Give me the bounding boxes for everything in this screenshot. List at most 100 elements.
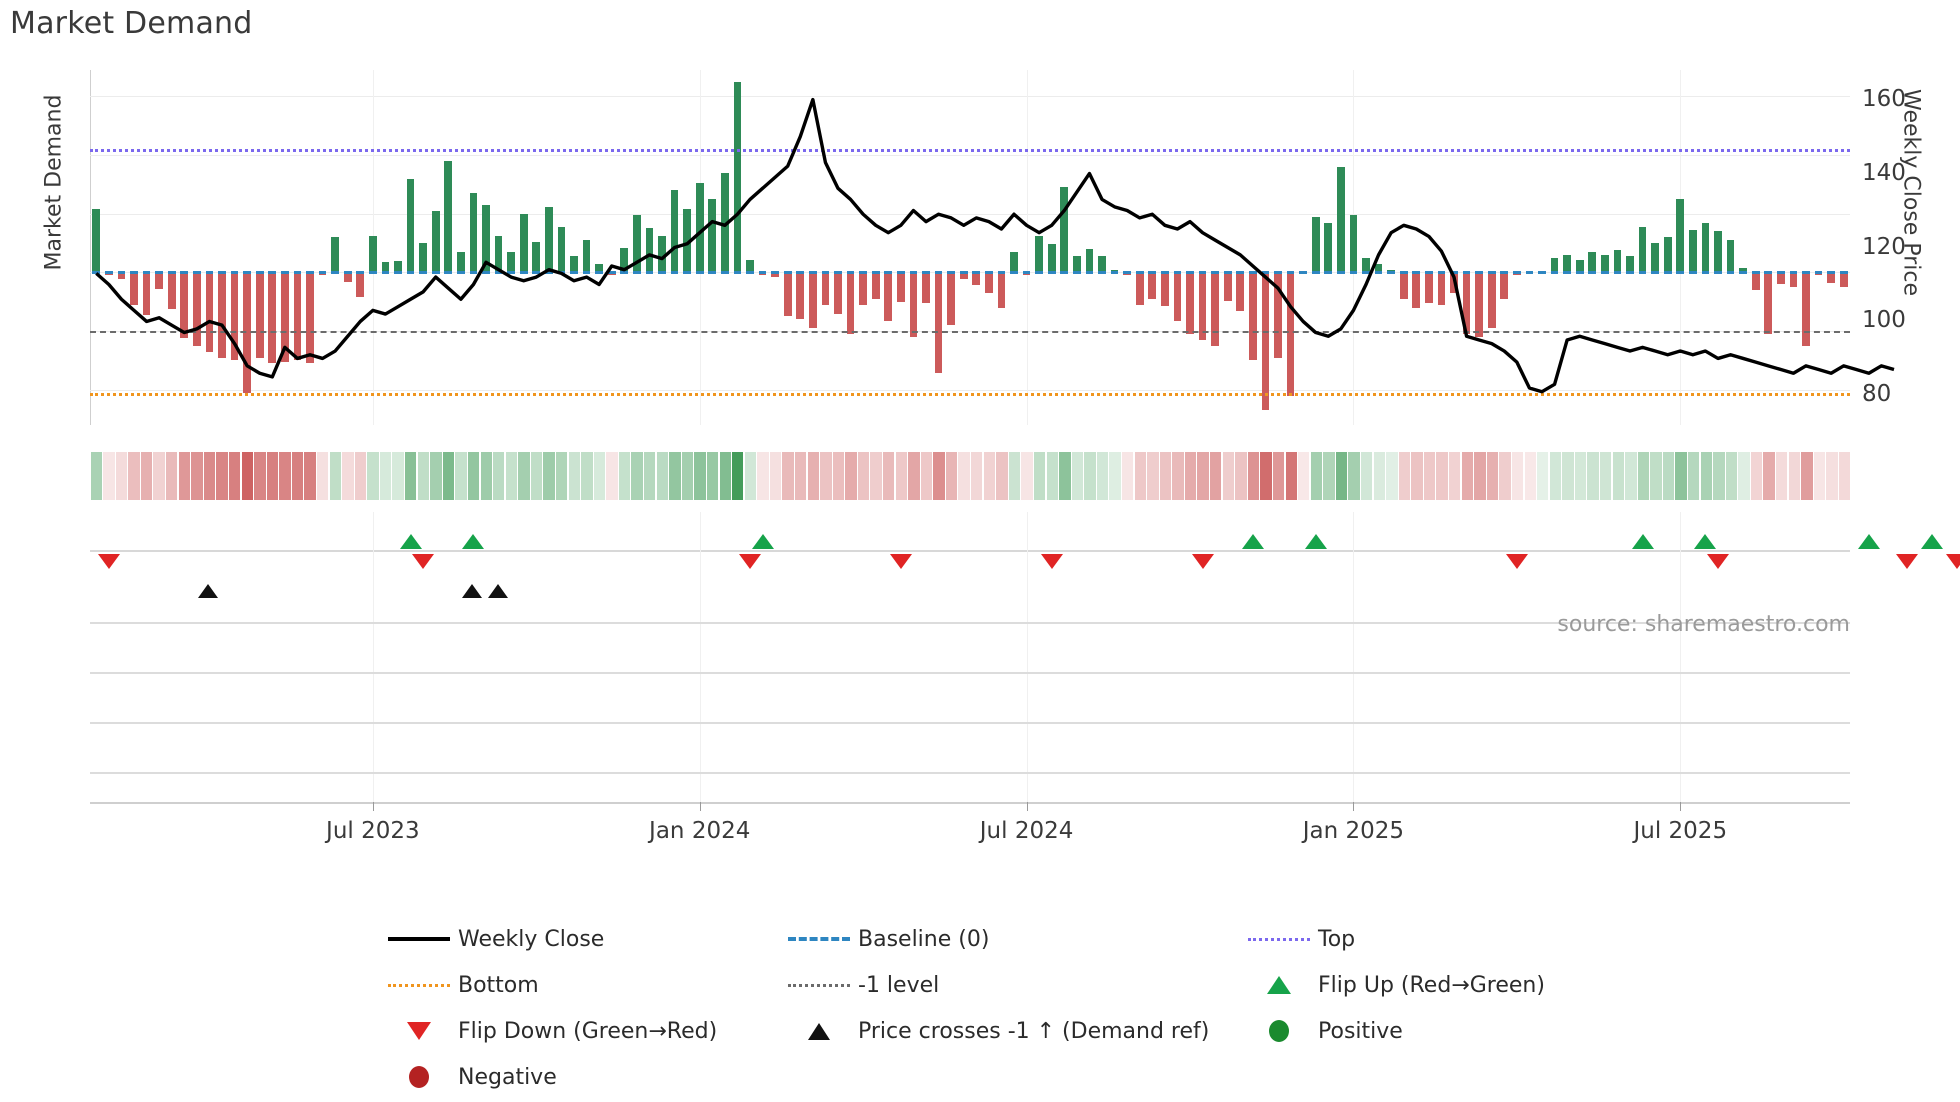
baseline-segment <box>645 270 654 275</box>
demand-bar-negative <box>1802 272 1810 346</box>
heat-cell <box>90 452 102 500</box>
demand-bar-negative <box>1173 272 1182 321</box>
baseline-segment <box>1072 270 1081 275</box>
demand-bar-positive <box>469 193 478 273</box>
heat-cell <box>1323 452 1335 500</box>
demand-bar-positive <box>1362 257 1370 273</box>
legend-label: Top <box>1318 926 1356 952</box>
heat-cell <box>958 452 970 500</box>
demand-bar-positive <box>532 241 541 273</box>
line-dotted-purple-glyph <box>1248 937 1310 941</box>
legend-item[interactable]: Flip Up (Red→Green) <box>1240 966 1640 1004</box>
heat-cell <box>1700 452 1712 500</box>
heat-cell <box>203 452 216 500</box>
demand-bar-negative <box>280 272 289 362</box>
flip-down-marker <box>1707 554 1729 569</box>
baseline-segment <box>456 270 465 275</box>
legend-item[interactable]: Positive <box>1240 1012 1640 1050</box>
demand-bar-positive <box>1651 243 1660 273</box>
flip-up-marker <box>1304 534 1327 549</box>
baseline-segment <box>1827 270 1836 275</box>
demand-bar-negative <box>1475 272 1484 337</box>
legend-item[interactable]: Baseline (0) <box>780 920 1240 958</box>
demand-bar-negative <box>343 272 352 283</box>
baseline-segment <box>1412 270 1421 275</box>
triangle-up-black-glyph <box>808 1022 830 1040</box>
baseline-segment <box>1563 270 1572 275</box>
demand-bar-negative <box>972 272 981 286</box>
heat-cell <box>996 452 1008 500</box>
baseline-segment <box>1613 270 1622 275</box>
flip-up-marker <box>1631 534 1654 549</box>
plot-frame <box>90 70 1850 425</box>
heat-cell <box>1348 452 1360 500</box>
legend-item[interactable]: Price crosses -1 ↑ (Demand ref) <box>780 1012 1240 1050</box>
baseline-segment <box>482 270 490 275</box>
baseline-segment <box>871 270 880 275</box>
heat-cell <box>1084 452 1096 500</box>
line-dashed-blue-glyph <box>788 937 850 941</box>
baseline-segment <box>1701 270 1710 275</box>
baseline-segment <box>218 270 226 275</box>
legend-item[interactable]: Flip Down (Green→Red) <box>380 1012 780 1050</box>
circle-red-icon <box>380 1066 458 1088</box>
demand-bar-positive <box>419 243 428 273</box>
baseline-segment <box>167 270 176 275</box>
demand-bar-negative <box>356 272 365 298</box>
baseline-segment <box>1475 270 1484 275</box>
baseline-segment <box>1638 270 1647 275</box>
demand-bar-positive <box>406 178 415 273</box>
demand-bar-negative <box>205 272 214 352</box>
heat-cell <box>656 452 668 500</box>
heat-cell <box>1046 452 1058 500</box>
heat-cell <box>1750 452 1763 500</box>
heat-cell <box>354 452 367 500</box>
heat-cell <box>568 452 580 500</box>
heat-cell <box>669 452 681 500</box>
x-tick <box>1353 802 1355 811</box>
heat-cell <box>291 452 304 500</box>
heat-cell <box>1134 452 1146 500</box>
demand-bar-negative <box>1198 272 1207 340</box>
baseline-segment <box>771 270 780 275</box>
guide-line-2 <box>90 672 1850 674</box>
demand-bar-negative <box>1186 272 1194 335</box>
legend-item[interactable]: -1 level <box>780 966 1240 1004</box>
baseline-segment <box>1110 270 1119 275</box>
legend-item[interactable]: Bottom <box>380 966 780 1004</box>
heat-cell <box>581 452 593 500</box>
legend-item[interactable]: Weekly Close <box>380 920 780 958</box>
legend-item[interactable]: Negative <box>380 1058 780 1096</box>
flip-down-marker <box>1945 554 1960 569</box>
heat-cell <box>1599 452 1612 500</box>
heat-cell <box>744 452 757 500</box>
line-dotted-purple-icon <box>1240 937 1318 941</box>
baseline-segment <box>205 270 214 275</box>
heat-cell <box>1587 452 1599 500</box>
legend-item[interactable]: Top <box>1240 920 1640 958</box>
baseline-segment <box>1424 270 1433 275</box>
heat-cell <box>1499 452 1511 500</box>
heat-cell <box>228 452 241 500</box>
heat-cell <box>706 452 719 500</box>
heat-cell <box>1537 452 1549 500</box>
demand-bar-negative <box>1462 272 1471 335</box>
heat-cell <box>1725 452 1738 500</box>
baseline-segment <box>1336 270 1345 275</box>
flip-up-marker <box>399 534 422 549</box>
demand-bar-negative <box>909 272 918 337</box>
x-tick <box>372 802 374 811</box>
baseline-segment <box>582 270 591 275</box>
baseline-segment <box>1676 270 1685 275</box>
flip-up-marker <box>1857 534 1880 549</box>
triangle-up-green-icon <box>1240 976 1318 994</box>
baseline-segment <box>1399 270 1408 275</box>
demand-bar-positive <box>1010 251 1018 273</box>
heat-cell <box>115 452 128 500</box>
heat-cell <box>1184 452 1197 500</box>
demand-bar-positive <box>1739 267 1748 273</box>
demand-bar-positive <box>683 209 692 273</box>
heat-cell <box>1574 452 1587 500</box>
baseline-segment <box>1839 270 1848 275</box>
x-axis: Jul 2023 Jan 2024 Jul 2024 Jan 2025 Jul 2025 <box>90 802 1850 872</box>
